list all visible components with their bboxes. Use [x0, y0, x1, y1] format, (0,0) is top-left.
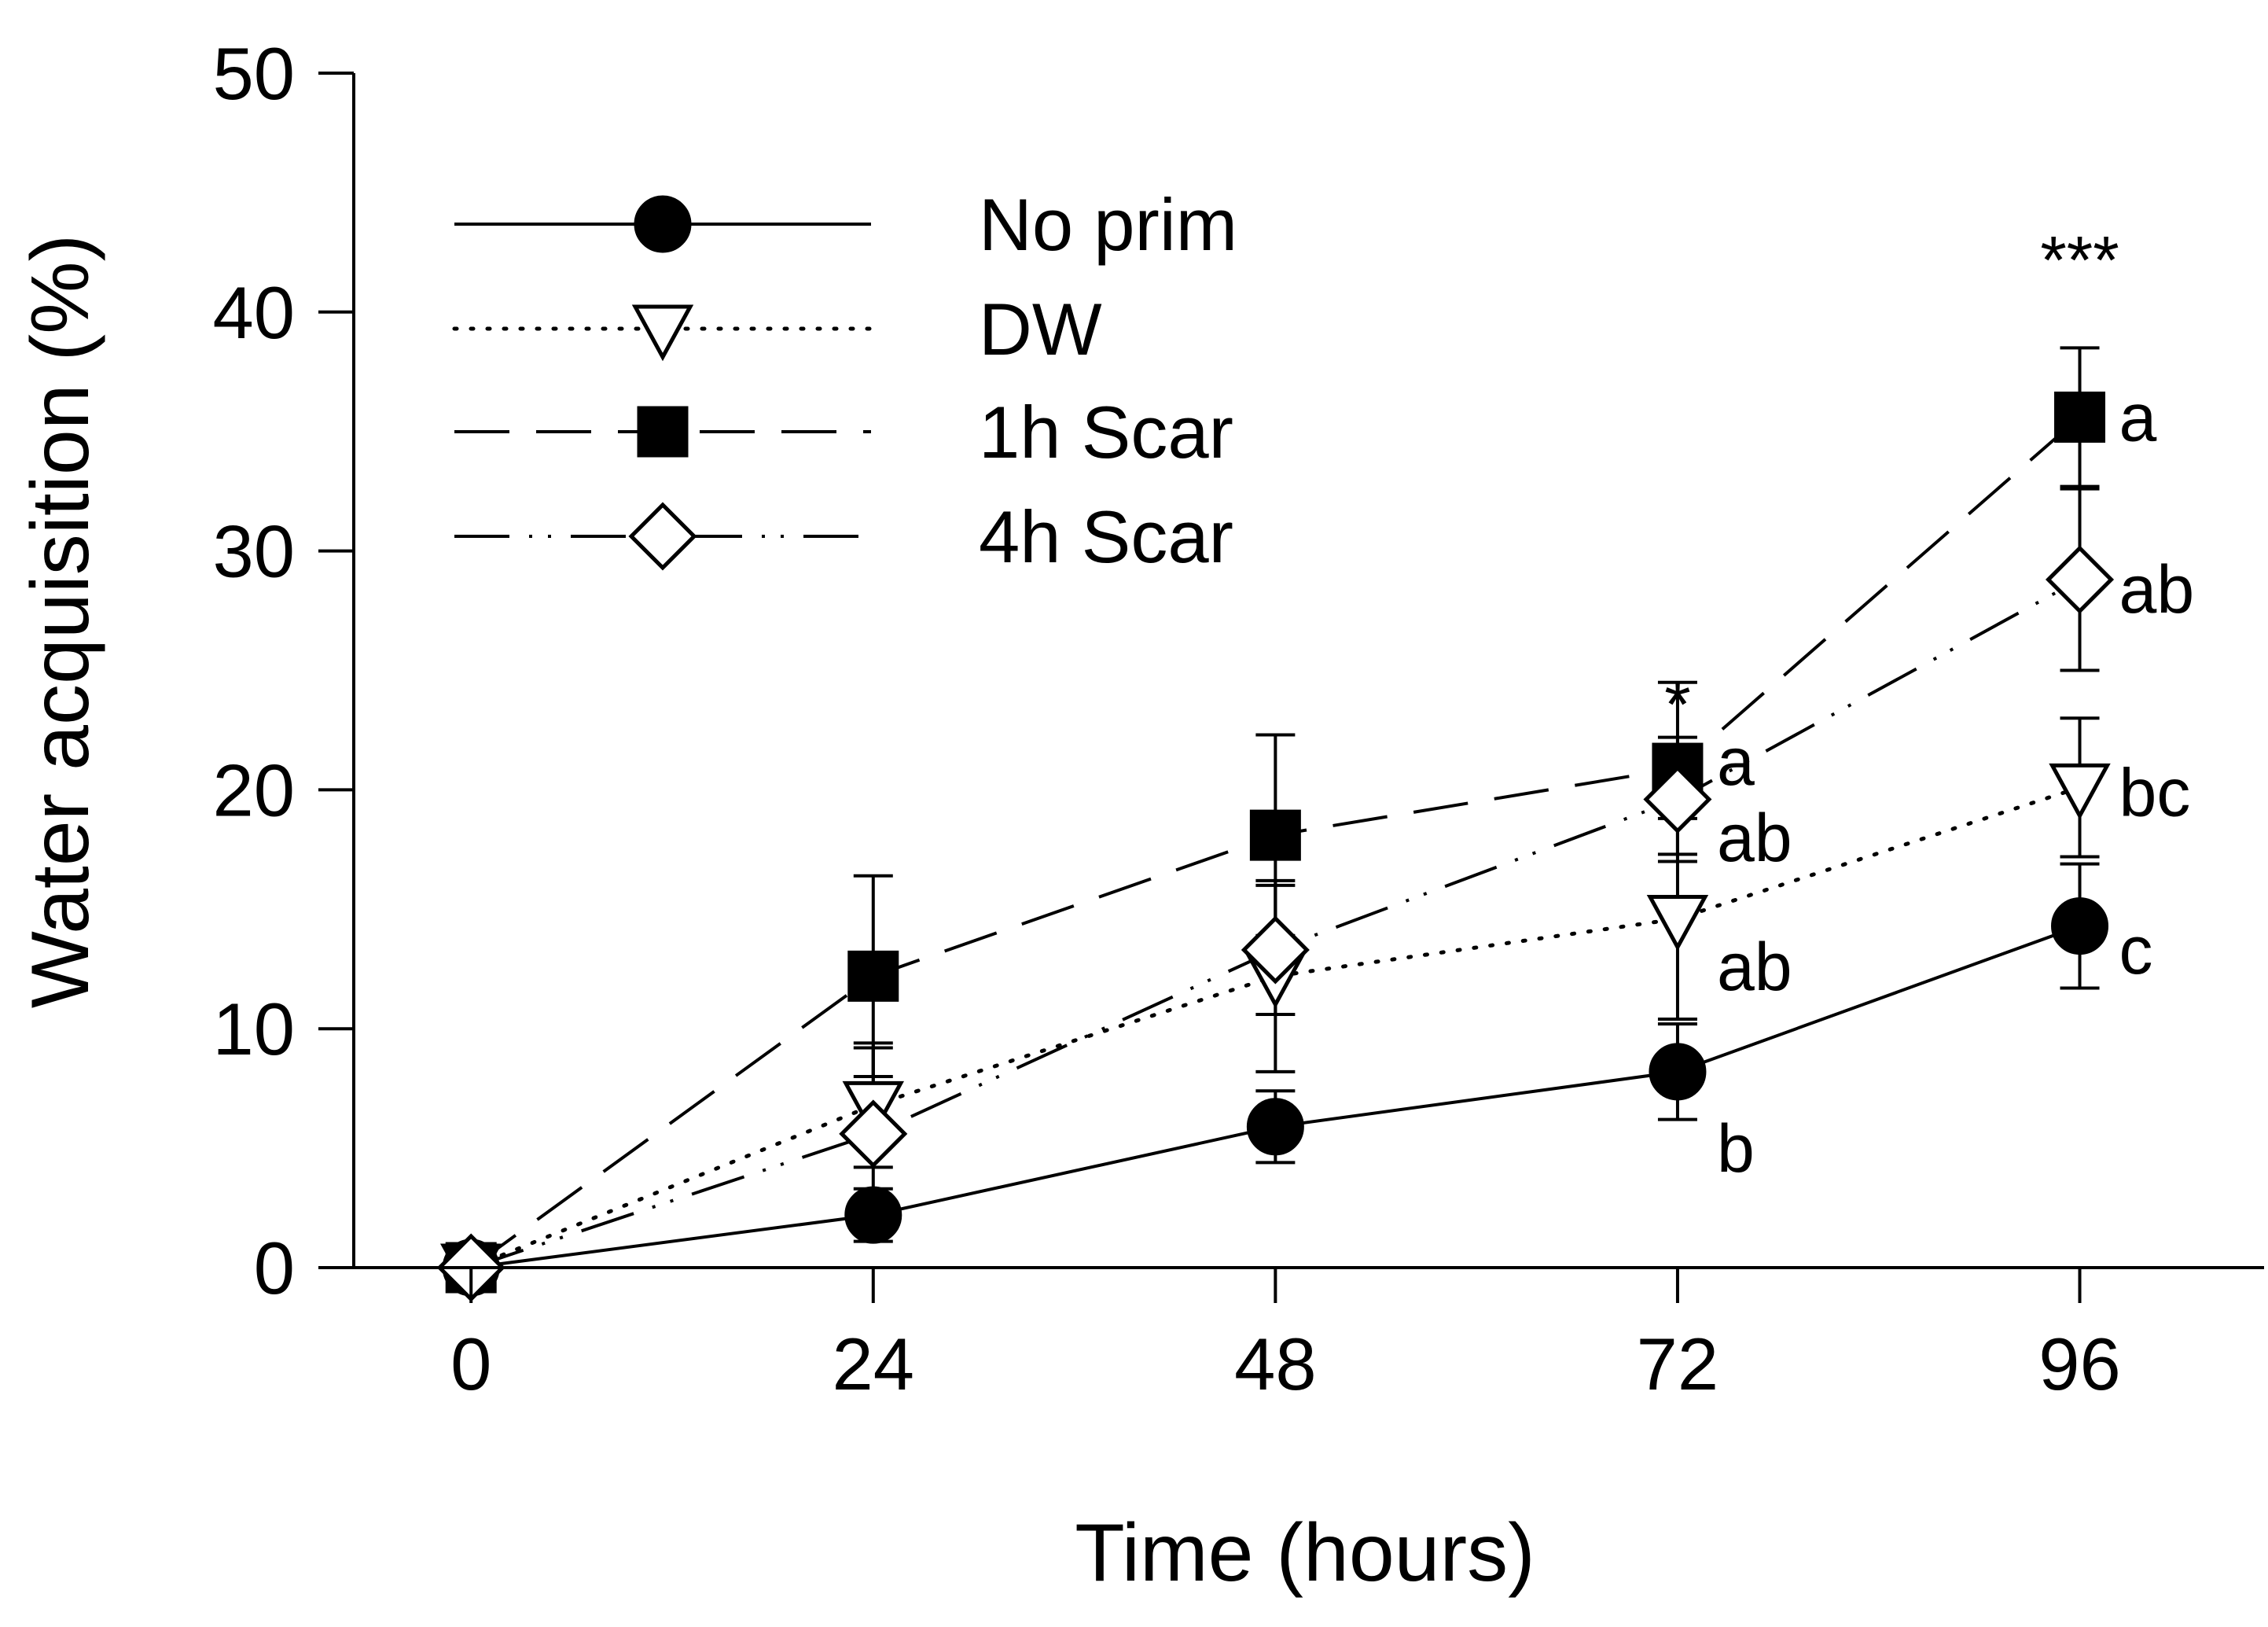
group-letter-72-5: b	[1717, 1111, 1755, 1187]
marker-no-prim-48	[1246, 1098, 1304, 1156]
x-tick-label-96: 96	[2038, 1323, 2121, 1405]
group-letter-96-8: bc	[2119, 755, 2191, 830]
marker-4h-scar-48	[1241, 915, 1310, 985]
marker-4h-scar-72	[1643, 765, 1712, 834]
marker-1h-scar-96	[2054, 391, 2106, 443]
group-letter-96-6: a	[2119, 380, 2157, 455]
group-letter-72-2: a	[1717, 724, 1755, 800]
legend-marker-4h-scar	[628, 502, 697, 571]
marker-no-prim-24	[844, 1186, 902, 1244]
group-letter-96-9: c	[2119, 913, 2153, 988]
y-tick-label-20: 20	[212, 749, 295, 831]
marker-no-prim-96	[2051, 897, 2109, 955]
y-tick-label-50: 50	[212, 32, 295, 115]
y-tick-label-10: 10	[212, 988, 295, 1070]
x-tick-label-48: 48	[1234, 1323, 1317, 1405]
legend-marker-no-prim	[634, 195, 692, 253]
y-tick-label-40: 40	[212, 271, 295, 354]
x-tick-label-0: 0	[450, 1323, 491, 1405]
marker-4h-scar-96	[2045, 545, 2115, 614]
y-axis-title: Water acquisition (%)	[15, 234, 106, 1008]
error-bars	[853, 346, 2100, 1243]
significance-mark-96: ***	[2040, 223, 2119, 298]
group-letter-72-4: ab	[1717, 929, 1792, 1005]
group-letter-72-3: ab	[1717, 801, 1792, 876]
legend-marker-1h-scar	[637, 406, 689, 458]
marker-1h-scar-48	[1249, 809, 1301, 861]
legend-label-dw: DW	[979, 288, 1102, 370]
legend-marker-dw	[631, 304, 694, 362]
marker-dw-72	[1646, 894, 1709, 952]
marker-dw-96	[2049, 763, 2111, 820]
y-tick-label-0: 0	[254, 1227, 295, 1309]
x-tick-label-72: 72	[1637, 1323, 1719, 1405]
legend-label-4h-scar: 4h Scar	[979, 495, 1233, 578]
group-letter-96-7: ab	[2119, 552, 2195, 628]
legend-label-no-prim: No prim	[979, 183, 1237, 266]
marker-4h-scar-24	[839, 1099, 908, 1169]
marker-no-prim-72	[1649, 1043, 1707, 1101]
marker-1h-scar-24	[847, 950, 899, 1002]
series-line-dw	[469, 785, 2082, 1270]
y-tick-label-30: 30	[212, 510, 295, 593]
significance-mark-72: *	[1664, 667, 1690, 742]
legend: No prim DW 1h Scar 4h Scar	[452, 183, 1237, 578]
x-tick-label-24: 24	[833, 1323, 915, 1405]
axes: 0 10 20 30 40 50 0 24 48 72 96	[212, 32, 2264, 1405]
legend-label-1h-scar: 1h Scar	[979, 391, 1233, 473]
x-axis-title: Time (hours)	[1075, 1507, 1535, 1599]
